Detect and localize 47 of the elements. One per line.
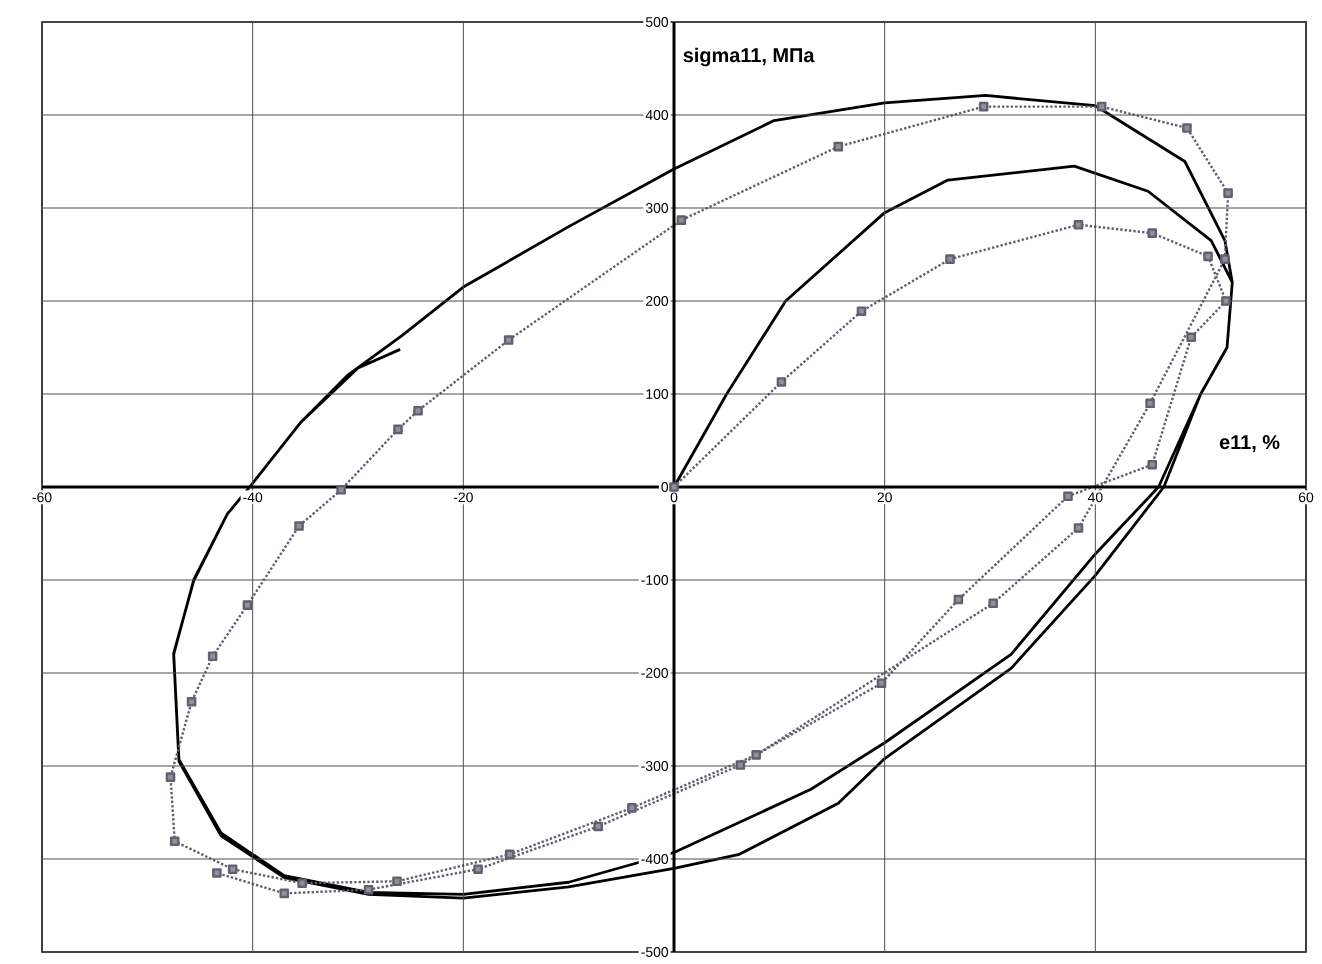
point [1220, 254, 1230, 264]
point [669, 482, 679, 492]
point [413, 405, 423, 416]
point [876, 678, 887, 689]
point [1147, 228, 1158, 238]
point [1182, 123, 1192, 133]
point [945, 254, 955, 264]
point [242, 600, 253, 610]
point [473, 864, 483, 875]
point [1223, 188, 1233, 198]
point [1147, 459, 1158, 470]
point [504, 849, 515, 860]
point [186, 697, 197, 707]
point [1145, 398, 1155, 409]
point [207, 651, 218, 662]
point [978, 101, 989, 112]
point [627, 803, 637, 813]
point [279, 888, 290, 899]
point [165, 772, 176, 782]
point [297, 878, 307, 888]
point [1203, 251, 1213, 262]
point [1073, 219, 1084, 230]
point [294, 521, 304, 531]
point [776, 377, 787, 387]
point [1063, 491, 1073, 502]
y-axis-title: sigma11, МПа [683, 47, 815, 67]
point [503, 335, 514, 345]
point [169, 836, 180, 847]
point [676, 215, 687, 225]
point [735, 760, 746, 770]
point [751, 750, 761, 760]
point [593, 821, 603, 832]
x-axis-title: e11, % [1219, 435, 1280, 453]
point [856, 306, 867, 317]
point [1073, 523, 1084, 533]
point [953, 594, 964, 605]
point [1186, 332, 1196, 343]
point [336, 485, 346, 495]
point [1096, 101, 1107, 112]
point [833, 141, 844, 152]
point [212, 868, 222, 878]
point [227, 864, 238, 875]
point [392, 876, 402, 887]
point [363, 884, 374, 895]
point [988, 598, 998, 609]
point [1221, 296, 1231, 306]
point [393, 424, 403, 435]
